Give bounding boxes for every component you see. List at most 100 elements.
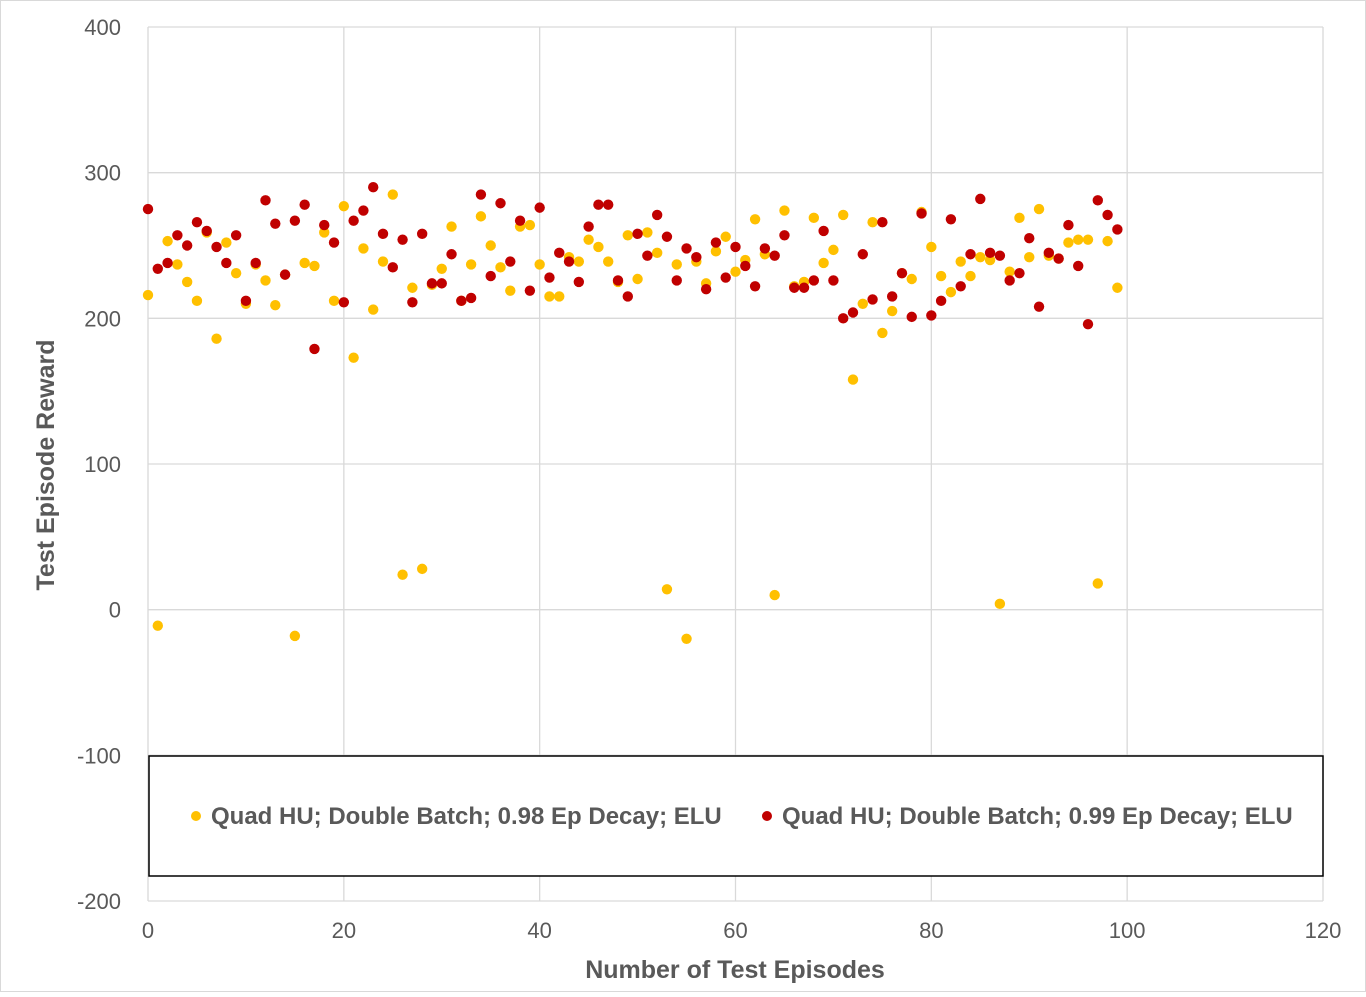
data-point-series-2 xyxy=(730,241,741,253)
y-tick-label: 300 xyxy=(84,161,121,186)
data-point-series-1 xyxy=(319,227,330,238)
data-point-series-1 xyxy=(1092,578,1103,589)
data-point-series-2 xyxy=(270,218,281,229)
data-point-series-1 xyxy=(465,259,477,270)
data-point-series-2 xyxy=(681,243,692,254)
data-point-series-2 xyxy=(720,272,731,283)
data-point-series-1 xyxy=(348,352,359,363)
data-point-series-1 xyxy=(1004,266,1015,277)
data-point-series-1 xyxy=(1112,282,1123,293)
data-point-series-2 xyxy=(612,275,624,286)
legend-marker-series-2 xyxy=(762,811,772,821)
data-point-series-2 xyxy=(221,257,232,269)
data-point-series-2 xyxy=(1043,247,1055,258)
data-point-series-1 xyxy=(1063,237,1074,248)
data-point-series-2 xyxy=(749,281,761,292)
data-point-series-1 xyxy=(1073,234,1084,245)
data-point-series-2 xyxy=(456,295,467,307)
data-point-series-2 xyxy=(397,234,408,245)
data-point-series-2 xyxy=(514,215,526,226)
data-point-series-2 xyxy=(240,295,252,307)
data-point-series-1 xyxy=(720,231,731,242)
data-point-series-1 xyxy=(769,589,780,601)
data-point-series-2 xyxy=(495,198,506,209)
data-point-series-1 xyxy=(642,227,653,238)
data-point-series-1 xyxy=(593,241,604,253)
y-tick-label: 0 xyxy=(109,598,121,623)
data-point-series-2 xyxy=(181,240,193,251)
x-axis-title: Number of Test Episodes xyxy=(585,956,885,984)
data-point-series-1 xyxy=(1082,234,1094,245)
data-point-series-2 xyxy=(975,193,986,205)
data-point-series-2 xyxy=(1053,253,1064,264)
data-point-series-1 xyxy=(524,219,536,231)
data-point-series-2 xyxy=(524,285,536,296)
data-point-series-2 xyxy=(935,295,947,307)
data-point-series-1 xyxy=(191,295,203,307)
data-point-series-1 xyxy=(965,270,976,282)
data-point-series-1 xyxy=(994,598,1006,610)
data-point-series-2 xyxy=(838,313,849,324)
data-point-series-1 xyxy=(984,254,996,266)
data-point-series-2 xyxy=(1073,260,1084,272)
data-point-series-2 xyxy=(387,262,398,273)
data-point-series-1 xyxy=(485,240,496,251)
data-point-series-2 xyxy=(1092,195,1103,206)
data-point-series-2 xyxy=(867,294,878,305)
data-point-series-1 xyxy=(906,273,917,285)
x-tick-label: 40 xyxy=(527,918,551,943)
data-point-series-2 xyxy=(896,267,908,279)
data-point-series-2 xyxy=(289,215,301,226)
data-point-series-1 xyxy=(152,620,163,631)
data-point-series-1 xyxy=(867,216,878,228)
data-point-series-1 xyxy=(945,286,957,298)
data-point-series-2 xyxy=(691,251,702,263)
data-point-series-2 xyxy=(465,292,477,304)
legend-box xyxy=(148,755,1324,877)
data-point-series-1 xyxy=(573,256,585,267)
data-point-series-2 xyxy=(1024,233,1035,244)
data-point-series-1 xyxy=(955,256,966,267)
data-point-series-2 xyxy=(201,225,212,237)
data-point-series-1 xyxy=(818,257,829,269)
data-point-series-2 xyxy=(710,237,722,248)
data-point-series-2 xyxy=(142,203,154,215)
data-point-series-1 xyxy=(211,333,222,344)
data-point-series-1 xyxy=(358,243,369,254)
y-tick-labels: -200 -100 0 100 200 300 400 xyxy=(77,15,121,914)
data-point-series-2 xyxy=(1102,209,1113,221)
data-point-series-2 xyxy=(152,263,163,275)
data-point-series-2 xyxy=(260,195,271,206)
data-point-series-2 xyxy=(1063,219,1074,231)
data-point-series-2 xyxy=(877,216,888,228)
data-point-series-1 xyxy=(603,256,614,267)
data-point-series-2 xyxy=(377,228,389,240)
data-point-series-2 xyxy=(358,205,369,216)
data-point-series-1 xyxy=(299,257,310,269)
data-point-series-2 xyxy=(573,276,585,288)
data-point-series-1 xyxy=(289,630,301,642)
data-point-series-1 xyxy=(221,237,232,248)
data-point-series-2 xyxy=(475,189,487,200)
data-point-series-2 xyxy=(847,307,859,318)
data-point-series-1 xyxy=(681,633,692,644)
data-point-series-2 xyxy=(485,270,496,282)
data-point-series-1 xyxy=(368,304,379,315)
data-point-series-2 xyxy=(984,247,996,258)
data-point-series-1 xyxy=(671,259,682,270)
data-point-series-1 xyxy=(583,234,594,245)
data-point-series-2 xyxy=(554,247,565,258)
data-point-series-1 xyxy=(632,273,643,285)
data-point-series-1 xyxy=(172,259,183,270)
data-point-series-1 xyxy=(1024,251,1035,263)
data-point-series-2 xyxy=(798,282,810,293)
data-point-series-1 xyxy=(1014,212,1025,224)
data-point-series-2 xyxy=(426,278,438,289)
y-tick-label: 400 xyxy=(84,15,121,40)
y-tick-label: -200 xyxy=(77,889,121,914)
data-point-series-2 xyxy=(368,182,379,193)
data-point-series-2 xyxy=(1004,275,1015,286)
data-point-series-1 xyxy=(181,276,193,288)
data-point-series-1 xyxy=(397,569,408,580)
